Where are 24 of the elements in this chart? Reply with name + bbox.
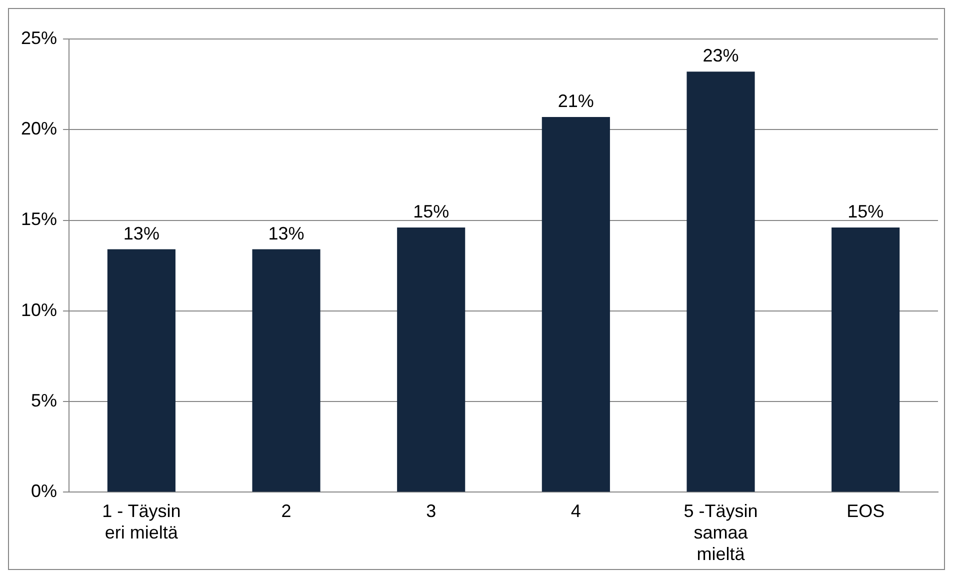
data-label: 21% — [558, 90, 594, 111]
data-label: 15% — [413, 202, 450, 222]
y-tick-label: 0% — [31, 481, 58, 502]
x-tick-label: 4 — [570, 500, 581, 521]
y-tick-label: 25% — [20, 28, 58, 48]
bar — [397, 228, 466, 492]
y-tick-label: 5% — [31, 390, 58, 411]
x-tick-label: 1 - Täysin eri mieltä — [102, 500, 181, 543]
bar — [686, 72, 755, 492]
y-tick-label: 10% — [20, 300, 58, 320]
x-tick-label: 3 — [426, 500, 436, 521]
x-tick-label: 2 — [281, 500, 292, 521]
bar — [832, 228, 900, 492]
x-tick-label: 5 -Täysin samaa mieltä — [684, 500, 758, 564]
data-label: 23% — [702, 46, 739, 66]
y-tick-label: 15% — [20, 209, 58, 230]
bar — [542, 116, 610, 492]
data-label: 13% — [123, 223, 160, 244]
data-label: 15% — [848, 202, 884, 222]
y-tick-label: 20% — [20, 118, 58, 139]
bar — [252, 249, 320, 492]
data-label: 13% — [268, 223, 304, 244]
bar — [107, 249, 176, 492]
x-tick-label: EOS — [846, 500, 885, 521]
